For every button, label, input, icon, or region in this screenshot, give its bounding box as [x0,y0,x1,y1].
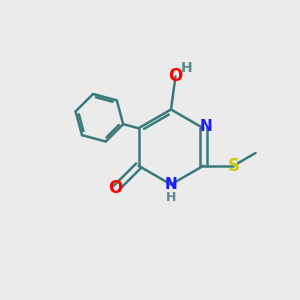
Text: N: N [200,119,212,134]
Text: H: H [181,61,193,75]
Text: N: N [165,177,177,192]
Text: H: H [166,190,176,204]
Text: S: S [227,157,239,175]
Text: O: O [108,179,122,197]
Text: O: O [168,67,183,85]
